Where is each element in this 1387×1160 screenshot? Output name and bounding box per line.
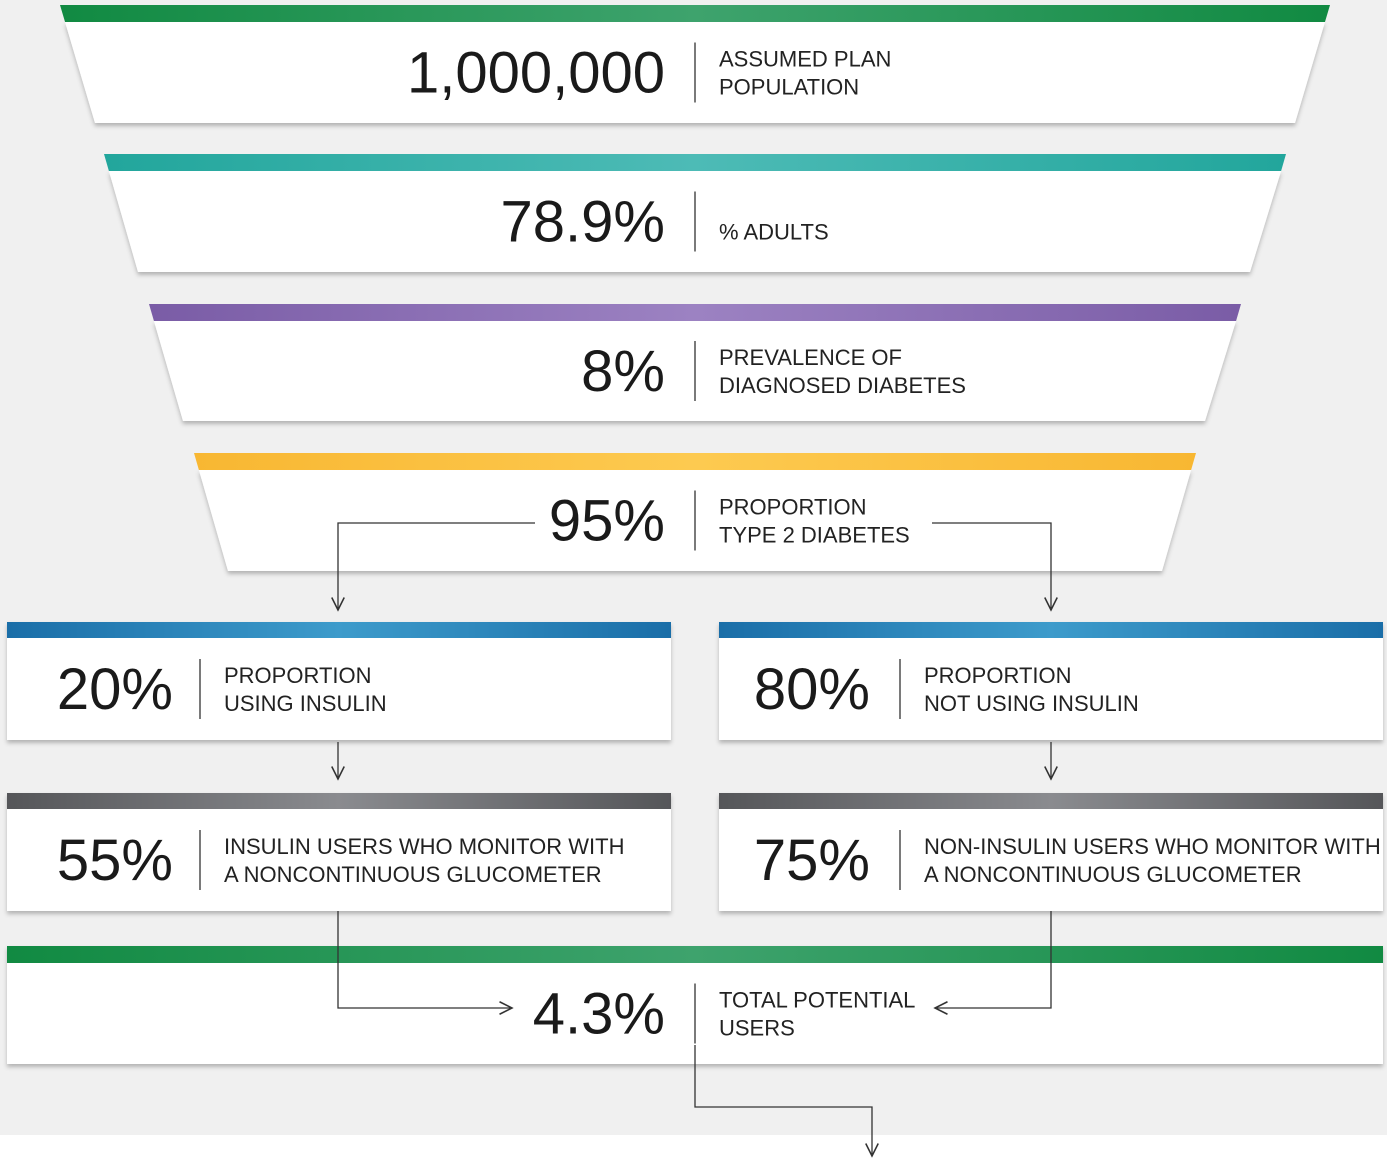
- box-bar: [719, 793, 1383, 809]
- stage-bar: [60, 5, 1330, 22]
- label: A NONCONTINUOUS GLUCOMETER: [924, 862, 1302, 887]
- branch-box: [719, 793, 1383, 911]
- label: PROPORTION: [924, 663, 1072, 688]
- branch-box: [7, 793, 671, 911]
- branch-box: [719, 622, 1383, 740]
- label: NOT USING INSULIN: [924, 691, 1139, 716]
- value: 4.3%: [533, 982, 665, 1047]
- label: A NONCONTINUOUS GLUCOMETER: [224, 862, 602, 887]
- stage-bar: [104, 154, 1286, 171]
- box-bar: [7, 622, 671, 638]
- label: DIAGNOSED DIABETES: [719, 373, 966, 398]
- label: USING INSULIN: [224, 691, 387, 716]
- stage-bar: [194, 453, 1196, 470]
- value: 1,000,000: [407, 41, 665, 106]
- label: TYPE 2 DIABETES: [719, 523, 910, 548]
- box-bar: [7, 793, 671, 809]
- value: 20%: [57, 657, 173, 722]
- label: USERS: [719, 1016, 795, 1041]
- label: % ADULTS: [719, 220, 829, 245]
- value: 95%: [549, 489, 665, 554]
- box-bar: [719, 622, 1383, 638]
- label: TOTAL POTENTIAL: [719, 988, 915, 1013]
- label: NON-INSULIN USERS WHO MONITOR WITH: [924, 834, 1381, 859]
- label: PROPORTION: [224, 663, 372, 688]
- value: 8%: [581, 339, 665, 404]
- value: 78.9%: [501, 190, 665, 255]
- label: PREVALENCE OF: [719, 345, 902, 370]
- value: 80%: [754, 657, 870, 722]
- label: INSULIN USERS WHO MONITOR WITH: [224, 834, 625, 859]
- label: POPULATION: [719, 75, 859, 100]
- branch-box: [7, 622, 671, 740]
- total-bar: [7, 946, 1383, 963]
- arrows: [338, 522, 1051, 1156]
- stage-bar: [149, 304, 1241, 321]
- value: 75%: [754, 828, 870, 893]
- label: ASSUMED PLAN: [719, 47, 891, 72]
- value: 55%: [57, 828, 173, 893]
- label: PROPORTION: [719, 495, 867, 520]
